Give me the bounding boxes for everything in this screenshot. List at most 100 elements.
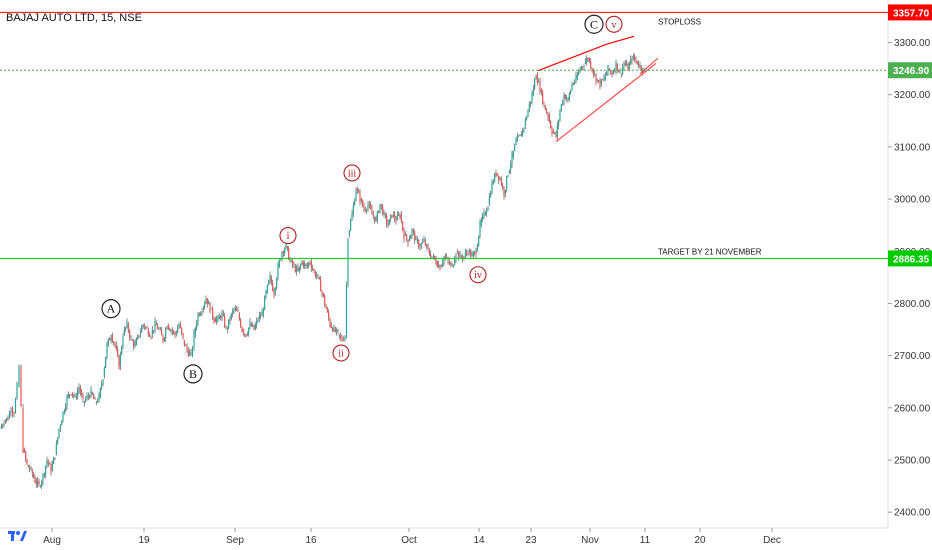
plot-area[interactable] (0, 35, 659, 489)
candle-body (356, 188, 358, 191)
candle-body (337, 329, 339, 332)
candle-body (210, 308, 212, 310)
candle-body (342, 339, 345, 341)
candle-body (636, 60, 638, 65)
candle-body (178, 324, 180, 329)
candle-body (316, 275, 318, 277)
wave-label-circle (605, 15, 623, 33)
candle-body (114, 342, 116, 346)
candle-body (396, 215, 398, 220)
candle-body (221, 311, 223, 319)
candle-body (622, 67, 624, 74)
candle-body (352, 205, 354, 215)
candle-body (33, 473, 35, 478)
candle-body (578, 71, 580, 75)
candle-body (620, 73, 622, 75)
candle-body (78, 387, 80, 391)
candle-body (75, 396, 77, 398)
candle-body (194, 328, 196, 335)
candle-body (138, 335, 140, 337)
wave-label-circle (469, 266, 487, 284)
x-tick-label: 23 (525, 535, 537, 546)
x-tick-label: 11 (640, 535, 651, 546)
candle-body (93, 394, 95, 399)
candle-body (406, 234, 408, 240)
candle-body (455, 254, 457, 260)
candle-body (234, 308, 236, 310)
x-tick-label: 16 (305, 535, 317, 546)
x-tick-label: Nov (581, 535, 599, 546)
candle-body (340, 335, 342, 337)
candle-body (454, 259, 456, 265)
y-tick-label: 3200.00 (894, 90, 931, 101)
candle-body (555, 132, 557, 137)
candle-body (301, 261, 303, 265)
candle-body (398, 214, 400, 216)
candle-body (329, 318, 331, 327)
x-tick-label: Dec (763, 535, 781, 546)
candle-body (41, 481, 43, 487)
candle-body (495, 173, 497, 176)
candle-body (73, 395, 75, 397)
candle-body (53, 457, 55, 465)
candle-body (615, 61, 617, 71)
candle-body (639, 64, 641, 67)
candle-body (94, 398, 96, 400)
trendline (555, 62, 657, 143)
candle-body (532, 88, 534, 95)
candle-body (518, 135, 520, 137)
candle-body (177, 328, 179, 334)
candle-body (314, 272, 316, 277)
target-annotation: TARGET BY 21 NOVEMBER (658, 247, 762, 256)
candle-body (67, 394, 69, 398)
candle-body (25, 451, 27, 460)
wave-label-ii: ii (338, 349, 344, 360)
candle-body (350, 220, 352, 231)
candle-body (212, 308, 214, 318)
candle-body (607, 65, 609, 73)
candle-body (244, 333, 246, 335)
candle-body (159, 329, 161, 331)
candle-body (347, 239, 349, 286)
candle-body (3, 423, 5, 426)
candle-body (408, 239, 410, 241)
candle-body (187, 350, 189, 356)
candle-body (624, 63, 626, 66)
candle-body (237, 310, 239, 312)
candle-body (34, 477, 36, 483)
candle-body (494, 173, 496, 182)
candle-body (503, 187, 505, 197)
x-tick-label: Oct (401, 535, 417, 546)
candle-body (596, 79, 598, 81)
candle-body (91, 392, 93, 395)
y-tick-label: 3300.00 (894, 38, 931, 49)
candle-body (7, 417, 9, 421)
candle-body (366, 209, 368, 211)
candle-body (27, 465, 29, 468)
y-tick-label: 3100.00 (894, 142, 931, 153)
candle-body (536, 73, 538, 83)
candle-body (526, 116, 528, 120)
candle-body (402, 221, 404, 230)
candle-body (218, 316, 220, 320)
candle-body (151, 330, 153, 335)
candle-body (333, 326, 335, 332)
candle-body (63, 410, 65, 414)
candle-body (640, 66, 642, 70)
current-badge (888, 62, 932, 79)
candle-body (586, 58, 588, 63)
candle-body (38, 480, 40, 485)
candle-body (236, 308, 238, 311)
candle-body (196, 323, 198, 329)
candle-body (498, 175, 500, 180)
candle-body (198, 313, 200, 316)
candle-body (634, 56, 636, 60)
candle-body (30, 467, 32, 470)
candle-body (547, 113, 549, 118)
time-axis[interactable]: Aug 19 Sep 16 Oct 14 23 Nov 11 20 Dec (0, 527, 888, 546)
candle-body (502, 185, 504, 188)
candle-body (110, 337, 112, 341)
candle-body (544, 105, 546, 111)
candle-body (600, 79, 602, 85)
candle-body (584, 62, 586, 64)
